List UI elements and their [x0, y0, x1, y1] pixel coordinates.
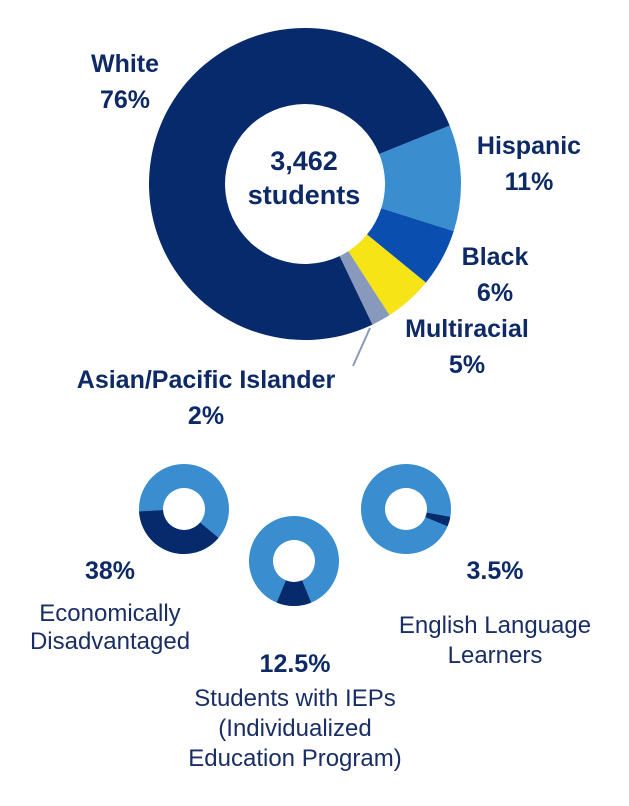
- slice-black: [366, 208, 454, 283]
- slice-label-white-value: 76%: [99, 86, 151, 114]
- donut-value-arc: [425, 512, 451, 527]
- donut-remainder-arc: [248, 516, 339, 607]
- slice-label-asian-pacific-name: Asian/Pacific Islander: [76, 366, 336, 394]
- slice-multiracial: [348, 234, 426, 316]
- slice-label-multiracial-name: Multiracial: [405, 315, 529, 343]
- total-students-unit: students: [247, 180, 361, 210]
- students-with-ieps-donut: [248, 516, 339, 607]
- slice-label-white-name: White: [90, 50, 160, 78]
- donut-value-arc: [276, 580, 312, 606]
- economically-disadvantaged-value: 38%: [84, 557, 136, 585]
- slice-label-black-value: 6%: [476, 279, 514, 307]
- economically-disadvantaged-label-line-1: Economically: [39, 600, 181, 627]
- english-language-learners-label-line-1: English Language: [398, 612, 592, 639]
- slice-hispanic: [379, 125, 462, 232]
- enrollment-donut-chart: [149, 28, 462, 341]
- students-with-ieps-value: 12.5%: [259, 650, 331, 678]
- english-language-learners-donut: [360, 464, 451, 554]
- students-with-ieps-label-line-1: Students with IEPs: [194, 685, 396, 712]
- total-students-value: 3,462: [270, 146, 338, 176]
- slice-label-hispanic-value: 11%: [504, 168, 554, 196]
- slice-asian-pacific-islander: [339, 251, 390, 325]
- slice-white: [149, 28, 450, 341]
- slice-label-hispanic-name: Hispanic: [476, 132, 582, 160]
- english-language-learners-label-line-2: Learners: [447, 642, 543, 669]
- asian-pacific-leader-line: [352, 327, 371, 367]
- students-with-ieps-label-line-2: (Individualized: [218, 715, 372, 742]
- slice-label-asian-pacific-value: 2%: [187, 402, 225, 430]
- slice-label-multiracial-value: 5%: [448, 351, 486, 379]
- donut-remainder-arc: [360, 464, 451, 554]
- donut-value-arc: [139, 510, 219, 554]
- slice-label-black-name: Black: [461, 243, 529, 271]
- english-language-learners-value: 3.5%: [466, 557, 524, 585]
- economically-disadvantaged-label-line-2: Disadvantaged: [29, 628, 191, 655]
- economically-disadvantaged-donut: [138, 464, 229, 554]
- students-with-ieps-label-line-3: Education Program): [188, 745, 402, 772]
